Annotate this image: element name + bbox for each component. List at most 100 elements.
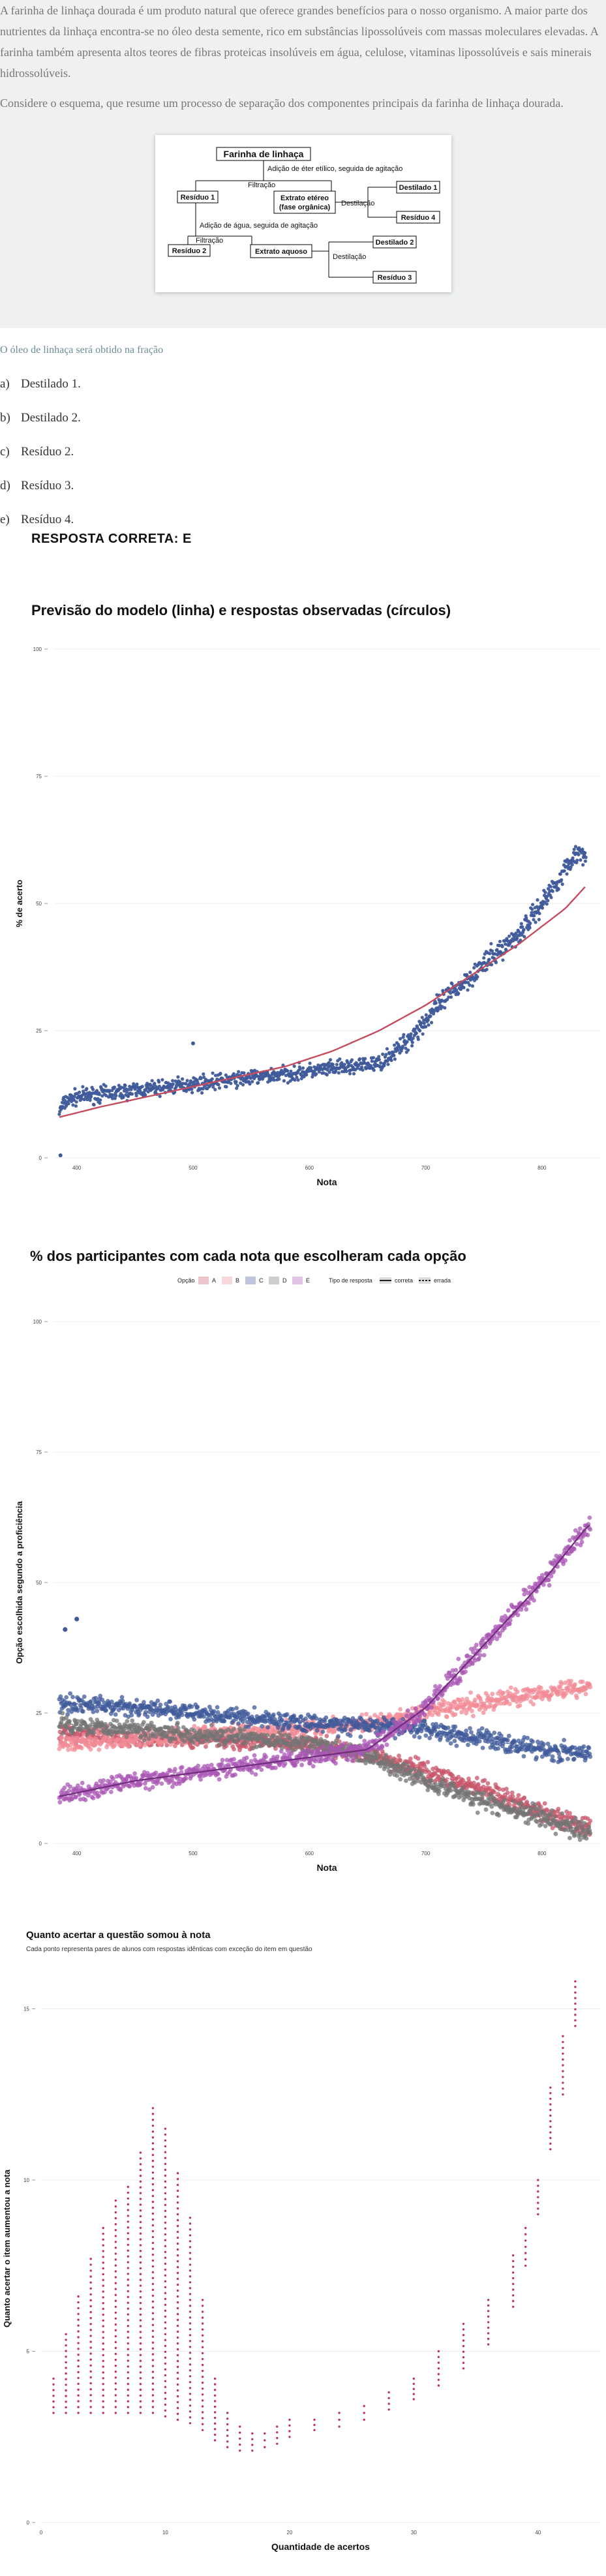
chart1-observed-point [579,858,583,862]
chart2-point-E [305,1751,310,1757]
chart2-point-E [252,1753,257,1758]
chart2-point-D [170,1725,174,1730]
chart2-point-C [560,1757,565,1763]
chart2-point-C [551,1759,556,1763]
chart2-xtick-label: 700 [421,1851,431,1856]
chart2-point-C [412,1734,417,1739]
chart2-point-D [85,1731,90,1736]
chart2-point-C [245,1711,250,1716]
chart2-point-E [76,1783,80,1788]
chart1-observed-point [411,1037,415,1040]
chart2-point-E [177,1781,182,1786]
chart1-observed-point [171,1079,175,1083]
scheme-extrato-etereo-label-2: (fase orgânica) [279,204,331,211]
correct-answer: RESPOSTA CORRETA: E [31,532,192,546]
chart2-point-D [395,1773,400,1778]
chart2-point-E [279,1749,284,1754]
chart1-observed-point [72,1098,76,1102]
chart1-observed-point [127,1087,130,1091]
option-c[interactable]: c) Resíduo 2. [0,445,81,479]
chart2-point-D [531,1806,536,1811]
chart2-point-E [310,1752,315,1757]
chart1-observed-point [171,1082,175,1086]
chart2-point-B [583,1691,588,1697]
chart2-legend-title: Tipo de resposta [329,1277,372,1284]
chart1-observed-point [498,943,502,948]
chart1-observed-point [372,1068,376,1072]
option-b[interactable]: b) Destilado 2. [0,411,81,445]
chart1-observed-point [530,911,534,915]
chart1-observed-point [405,1040,409,1044]
chart2-legend-label: E [306,1277,310,1284]
chart1-observed-point [57,1112,61,1116]
chart2-point-C [314,1728,320,1733]
chart2-point-A [397,1753,401,1758]
chart2-point-C [153,1701,158,1706]
chart1-observed-point [289,1069,293,1073]
chart2-point-C [376,1721,381,1726]
chart2-point-E [196,1763,201,1768]
chart1-observed-point [520,933,524,937]
chart1-observed-point [157,1084,161,1088]
option-a[interactable]: a) Destilado 1. [0,377,81,411]
scheme-destilacao1-label: Destilação [341,200,374,207]
chart2-point-D [282,1733,288,1737]
chart2-point-D [381,1755,386,1761]
chart2-point-A [433,1771,438,1776]
chart1-observed-point [335,1063,339,1067]
chart2-point-D [258,1744,264,1748]
chart2-point-E [232,1757,236,1762]
scheme-box-residuo3 [372,271,417,284]
chart1-observed-point [556,887,560,891]
chart2-point-C [520,1741,525,1746]
chart1-observed-point [280,1068,284,1072]
chart2-point-C [556,1751,562,1756]
chart1-observed-point [413,1027,417,1031]
scheme-filtracao2-label: Filtração [196,237,223,245]
chart2-point-D [334,1738,339,1743]
chart1-observed-point [133,1087,137,1091]
chart2-point-C [179,1712,185,1718]
chart2-xtick-label: 400 [72,1851,82,1856]
chart2-point-C [168,1717,173,1721]
chart1-observed-point [531,903,535,907]
chart1-observed-point [500,945,504,948]
chart2-point-B [471,1714,476,1719]
answer-options: a) Destilado 1. b) Destilado 2. c) Resíduo … [0,377,81,547]
chart1-observed-point [419,1021,423,1025]
chart1-title: Previsão do modelo (linha) e respostas o… [31,602,451,618]
chart2-point-A [476,1781,481,1787]
chart2-point-A [450,1773,455,1778]
chart2-point-D [586,1825,592,1829]
chart2-point-E [80,1780,85,1785]
chart1-observed-point [256,1081,260,1085]
chart2-point-D [390,1758,395,1763]
chart1-observed-point [515,936,519,940]
chart2-point-A [456,1774,461,1780]
chart2-trend-line-B [59,1686,590,1745]
chart2-point-E [215,1772,220,1776]
chart1-observed-point [523,935,526,939]
chart1-observed-point [565,872,569,876]
chart1-observed-point [472,966,476,970]
chart2-point-C [586,1746,592,1751]
option-d[interactable]: d) Resíduo 3. [0,479,81,513]
chart1-xtick-label: 800 [538,1165,547,1171]
chart1-observed-point [250,1080,254,1083]
chart2-point-B [531,1702,536,1706]
chart2-legend: Opção A B C D E Tipo de resposta correta errada [177,1277,451,1284]
option-e[interactable]: e) Resíduo 4. [0,513,81,547]
chart1-observed-point [73,1087,77,1091]
chart1-observed-point [498,939,502,943]
chart2-point-E [68,1784,72,1789]
chart2-trend-line-A [59,1733,590,1828]
chart2-point-D [475,1810,480,1815]
chart2-point-C [546,1752,551,1757]
chart2-point-E [341,1741,346,1746]
chart2-point-C [234,1706,239,1710]
chart2-point-D [190,1740,196,1745]
chart1-observed-point [401,1044,405,1048]
chart1-observed-point [81,1085,85,1089]
scheme-extrato-etereo-label-1: Extrato etéreo [280,194,329,202]
chart2-point-B [490,1691,495,1697]
